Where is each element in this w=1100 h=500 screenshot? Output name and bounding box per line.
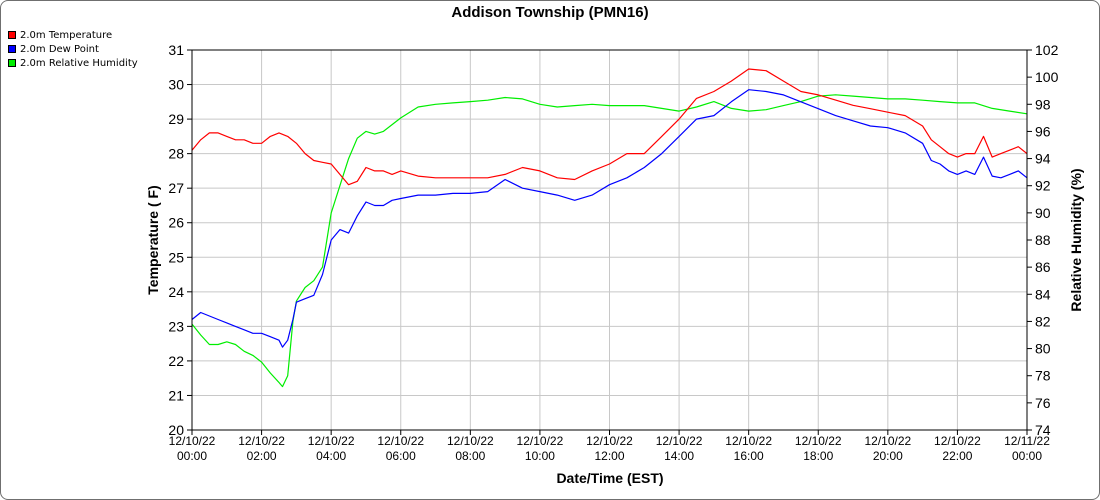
x-tick-time: 10:00 — [525, 449, 555, 463]
y2-tick-label: 102 — [1035, 42, 1059, 58]
x-tick-time: 02:00 — [247, 449, 277, 463]
y2-tick-label: 98 — [1035, 96, 1051, 112]
y-tick-label: 27 — [168, 180, 184, 196]
x-tick-date: 12/10/22 — [934, 434, 981, 448]
y-axis-left-title: Temperature ( F) — [145, 185, 161, 294]
x-tick-date: 12/10/22 — [795, 434, 842, 448]
x-axis: 12/10/2200:0012/10/2202:0012/10/2204:001… — [169, 430, 1050, 463]
series-line-2-0m-relative-humidity — [191, 94, 1028, 388]
y2-tick-label: 96 — [1035, 123, 1051, 139]
x-tick-time: 20:00 — [873, 449, 903, 463]
x-tick-time: 18:00 — [803, 449, 833, 463]
x-tick-date: 12/10/22 — [586, 434, 633, 448]
x-tick-date: 12/10/22 — [656, 434, 703, 448]
x-tick-date: 12/10/22 — [447, 434, 494, 448]
chart-title: Addison Township (PMN16) — [451, 4, 649, 21]
x-tick-date: 12/10/22 — [169, 434, 216, 448]
x-tick-date: 12/10/22 — [238, 434, 285, 448]
series-line-2-0m-dew-point — [191, 89, 1028, 348]
legend-item-temperature: 2.0m Temperature — [8, 28, 138, 42]
y-tick-label: 20 — [168, 422, 184, 438]
y2-tick-label: 78 — [1035, 368, 1051, 384]
y2-tick-label: 86 — [1035, 259, 1051, 275]
x-tick-time: 00:00 — [177, 449, 207, 463]
y-tick-label: 28 — [168, 146, 184, 162]
legend-item-relative-humidity: 2.0m Relative Humidity — [8, 56, 138, 70]
y2-tick-label: 92 — [1035, 178, 1051, 194]
x-tick-time: 00:00 — [1012, 449, 1042, 463]
x-tick-time: 22:00 — [942, 449, 972, 463]
x-tick-date: 12/10/22 — [725, 434, 772, 448]
y-tick-label: 23 — [168, 318, 184, 334]
x-tick-time: 14:00 — [664, 449, 694, 463]
x-tick-time: 06:00 — [386, 449, 416, 463]
chart-legend: 2.0m Temperature 2.0m Dew Point 2.0m Rel… — [8, 28, 138, 70]
legend-swatch-temperature — [8, 31, 16, 39]
x-axis-title: Date/Time (EST) — [556, 470, 663, 486]
y2-tick-label: 90 — [1035, 205, 1051, 221]
y-tick-label: 21 — [168, 387, 184, 403]
y2-tick-label: 94 — [1035, 151, 1051, 167]
legend-label-relative-humidity: 2.0m Relative Humidity — [20, 57, 138, 69]
x-tick-date: 12/10/22 — [517, 434, 564, 448]
y-tick-label: 30 — [168, 77, 184, 93]
y-tick-label: 26 — [168, 215, 184, 231]
legend-swatch-relative-humidity — [8, 59, 16, 67]
x-tick-time: 12:00 — [594, 449, 624, 463]
y2-tick-label: 80 — [1035, 341, 1051, 357]
y2-tick-label: 82 — [1035, 313, 1051, 329]
legend-item-dew-point: 2.0m Dew Point — [8, 42, 138, 56]
y2-tick-label: 84 — [1035, 286, 1051, 302]
x-tick-date: 12/10/22 — [308, 434, 355, 448]
y-axis-right-title: Relative Humidity (%) — [1068, 168, 1084, 311]
y-tick-label: 25 — [168, 249, 184, 265]
legend-label-temperature: 2.0m Temperature — [20, 29, 113, 41]
y2-tick-label: 74 — [1035, 422, 1051, 438]
y2-tick-label: 100 — [1035, 69, 1059, 85]
y-tick-label: 22 — [168, 353, 184, 369]
x-tick-time: 16:00 — [734, 449, 764, 463]
x-tick-date: 12/10/22 — [377, 434, 424, 448]
y-axis-right: 102 100 98 96 94 92 90 88 86 84 82 80 78 76 74 — [1027, 42, 1059, 438]
x-tick-time: 08:00 — [455, 449, 485, 463]
series-layer — [191, 68, 1028, 388]
series-line-2-0m-temperature — [191, 68, 1028, 186]
y-tick-label: 31 — [168, 42, 184, 58]
x-tick-date: 12/11/22 — [1004, 434, 1050, 448]
legend-label-dew-point: 2.0m Dew Point — [20, 43, 99, 55]
y2-tick-label: 88 — [1035, 232, 1051, 248]
y-tick-label: 29 — [168, 111, 184, 127]
y-tick-label: 24 — [168, 284, 184, 300]
y-axis-left: 31 30 29 28 27 26 25 24 23 22 21 20 — [168, 42, 192, 438]
legend-swatch-dew-point — [8, 45, 16, 53]
x-tick-time: 04:00 — [316, 449, 346, 463]
x-tick-date: 12/10/22 — [864, 434, 911, 448]
y2-tick-label: 76 — [1035, 395, 1051, 411]
